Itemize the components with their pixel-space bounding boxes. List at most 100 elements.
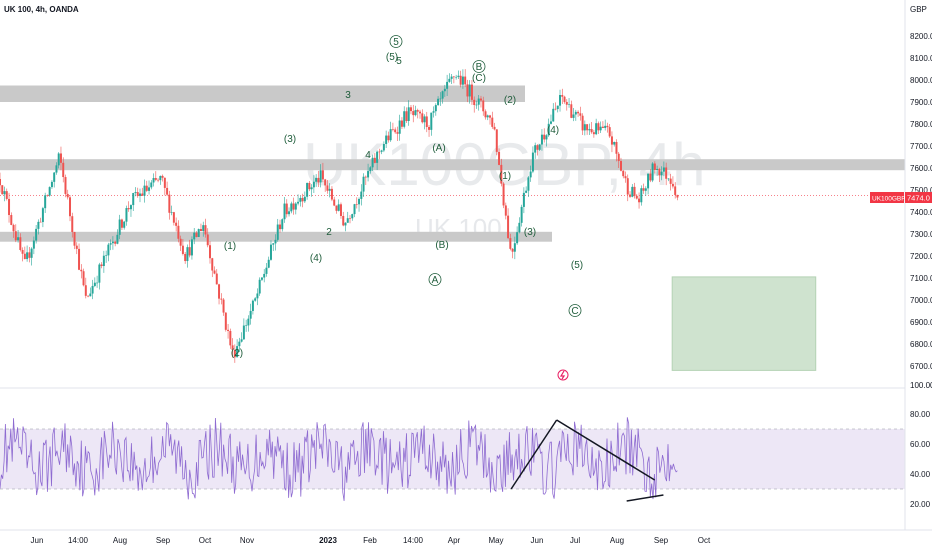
- candle-body: [559, 95, 562, 106]
- price-tick-label: 100.00: [910, 381, 932, 390]
- time-tick-label: 14:00: [403, 536, 424, 545]
- candle-body: [46, 195, 49, 196]
- candle-body: [583, 124, 586, 131]
- candle-body: [14, 231, 17, 241]
- candle-body: [213, 270, 216, 274]
- candle-body: [89, 293, 92, 297]
- candle-body: [276, 224, 279, 240]
- candle-body: [1, 185, 4, 195]
- candle-body: [114, 241, 117, 244]
- candle-body: [53, 172, 56, 182]
- candle-body: [240, 339, 243, 342]
- current-price: 7474.0: [907, 194, 930, 203]
- candle-body: [360, 191, 363, 199]
- candle-body: [660, 171, 663, 176]
- candle-body: [62, 162, 65, 178]
- price-tick-label: 6700.0: [910, 362, 932, 371]
- price-tick-label: 7400.0: [910, 208, 932, 217]
- candle-body: [554, 108, 557, 110]
- rsi-trendline[interactable]: [626, 494, 664, 502]
- candle-body: [202, 225, 205, 232]
- candle-body: [619, 161, 622, 171]
- time-tick-label: Oct: [199, 536, 212, 545]
- candle-body: [400, 120, 403, 127]
- candle-body: [288, 211, 291, 215]
- candle-body: [380, 150, 383, 152]
- candle-body: [468, 84, 471, 97]
- candle-body: [461, 76, 464, 85]
- candle-body: [543, 134, 546, 140]
- candle-body: [437, 98, 440, 106]
- candle-body: [450, 76, 453, 79]
- wave-label: (2): [504, 95, 516, 106]
- candle-body: [222, 299, 225, 313]
- candle-body: [669, 178, 672, 184]
- alert-lightning-icon[interactable]: [557, 369, 569, 381]
- candle-body: [382, 143, 385, 151]
- candle-body: [84, 285, 87, 296]
- candle-body: [644, 188, 647, 191]
- candle-body: [233, 350, 236, 358]
- candle-body: [534, 145, 537, 153]
- candle-body: [73, 231, 76, 246]
- time-tick-label: 2023: [319, 536, 337, 545]
- candle-body: [489, 115, 492, 118]
- candle-body: [269, 244, 272, 260]
- candle-body: [552, 108, 555, 122]
- candle-body: [98, 264, 101, 283]
- candle-body: [590, 129, 593, 133]
- candle-body: [211, 258, 214, 271]
- price-tick-label: 8200.0: [910, 32, 932, 41]
- candle-body: [439, 98, 442, 100]
- candle-body: [35, 228, 38, 241]
- candle-body: [464, 76, 467, 85]
- price-axis[interactable]: 8200.0 8100.0 8000.0 7900.0 7800.0 7700.0 7600…: [910, 32, 932, 390]
- candle-body: [419, 111, 422, 114]
- candle-body: [301, 197, 304, 202]
- current-price-tag: UK100GBP 7474.0: [870, 192, 932, 203]
- candle-body: [5, 191, 8, 199]
- candle-body: [434, 105, 437, 112]
- candle-body: [32, 240, 35, 249]
- candle-body: [409, 107, 412, 112]
- rsi-trendline[interactable]: [556, 419, 656, 481]
- candle-body: [251, 300, 254, 311]
- candle-body: [448, 78, 451, 82]
- candle-body: [457, 75, 460, 77]
- candle-body: [215, 273, 218, 285]
- candle-body: [105, 255, 108, 256]
- wave-label: (5): [571, 260, 583, 271]
- rsi-trendline[interactable]: [510, 419, 558, 490]
- candle-body: [260, 277, 263, 280]
- candle-body: [247, 318, 250, 326]
- candle-body: [651, 163, 654, 181]
- candle-body: [3, 191, 6, 195]
- candle-body: [470, 84, 473, 100]
- price-tick-label: 7000.0: [910, 296, 932, 305]
- candle-body: [139, 193, 142, 196]
- candle-body: [597, 123, 600, 131]
- candle-body: [328, 188, 331, 191]
- resistance-zones: [0, 85, 905, 242]
- candle-body: [312, 181, 315, 188]
- wave-label: 5: [393, 37, 399, 48]
- candle-body: [378, 151, 381, 153]
- candle-body: [615, 141, 618, 154]
- price-tick-label: 7500.0: [910, 186, 932, 195]
- candle-body: [157, 179, 160, 181]
- time-tick-label: Aug: [113, 536, 127, 545]
- candle-body: [500, 164, 503, 184]
- candle-body: [292, 203, 295, 210]
- candle-body: [665, 167, 668, 179]
- candle-body: [64, 177, 67, 194]
- rsi-axis[interactable]: 80.00 60.00 40.00 20.00: [910, 410, 931, 509]
- time-axis[interactable]: Jun 14:00 Aug Sep Oct Nov 2023 Feb 14:00 Apr May Ju…: [31, 536, 711, 545]
- candle-body: [556, 105, 559, 110]
- candle-body: [19, 237, 22, 250]
- candle-body: [118, 219, 121, 235]
- candle-body: [159, 175, 162, 181]
- candle-body: [574, 111, 577, 115]
- candle-body: [629, 194, 632, 197]
- candle-body: [299, 197, 302, 202]
